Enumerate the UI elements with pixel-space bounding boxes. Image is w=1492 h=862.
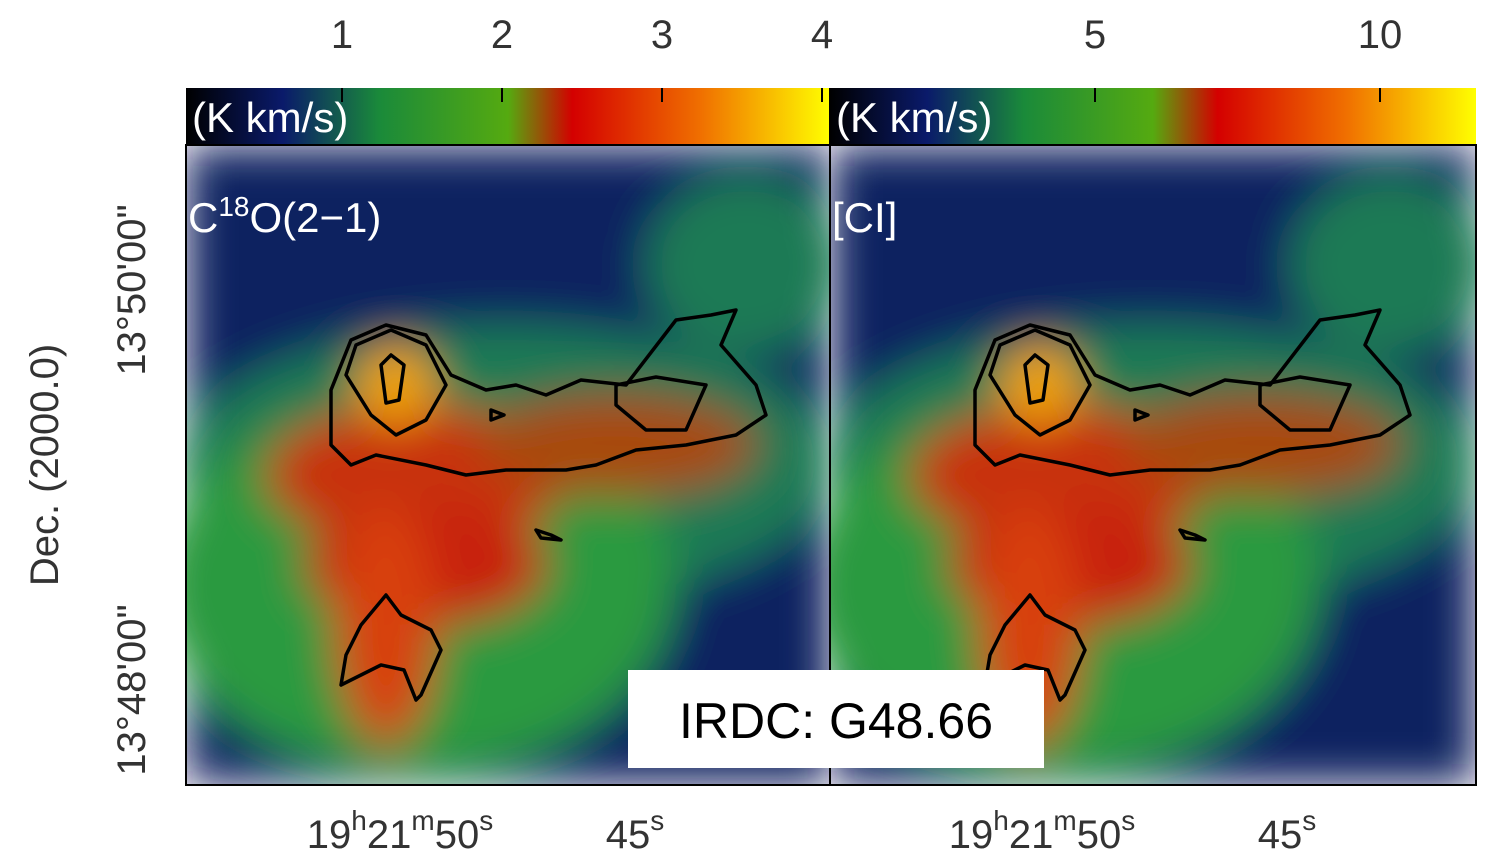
x-tick-label: 19h21m50s — [949, 805, 1135, 857]
annotation: IRDC: G48.66 — [679, 693, 993, 749]
panel-label: C18O(2−1) — [188, 191, 381, 241]
colorbar-tick-label: 1 — [331, 13, 353, 57]
x-tick-label: 45s — [606, 805, 665, 857]
colorbar-tick-label: 5 — [1084, 13, 1106, 57]
colorbar — [186, 88, 830, 145]
colorbar-tick-label: 3 — [651, 13, 673, 57]
y-axis-label: Dec. (2000.0) — [23, 344, 67, 586]
x-tick-label: 19h21m50s — [307, 805, 493, 857]
colorbar-unit: (K km/s) — [836, 94, 992, 141]
colorbar-tick-label: 10 — [1358, 13, 1403, 57]
colorbar-tick-label: 4 — [811, 13, 833, 57]
y-tick-label: 13°50'00" — [110, 204, 154, 375]
colorbar-tick-label: 2 — [491, 13, 513, 57]
colorbar — [830, 88, 1476, 145]
annotation-box — [628, 670, 1044, 768]
colorbar-unit: (K km/s) — [192, 94, 348, 141]
x-tick-label: 45s — [1258, 805, 1317, 857]
panel-label: [CI] — [832, 194, 897, 241]
y-tick-label: 13°48'00" — [110, 604, 154, 775]
